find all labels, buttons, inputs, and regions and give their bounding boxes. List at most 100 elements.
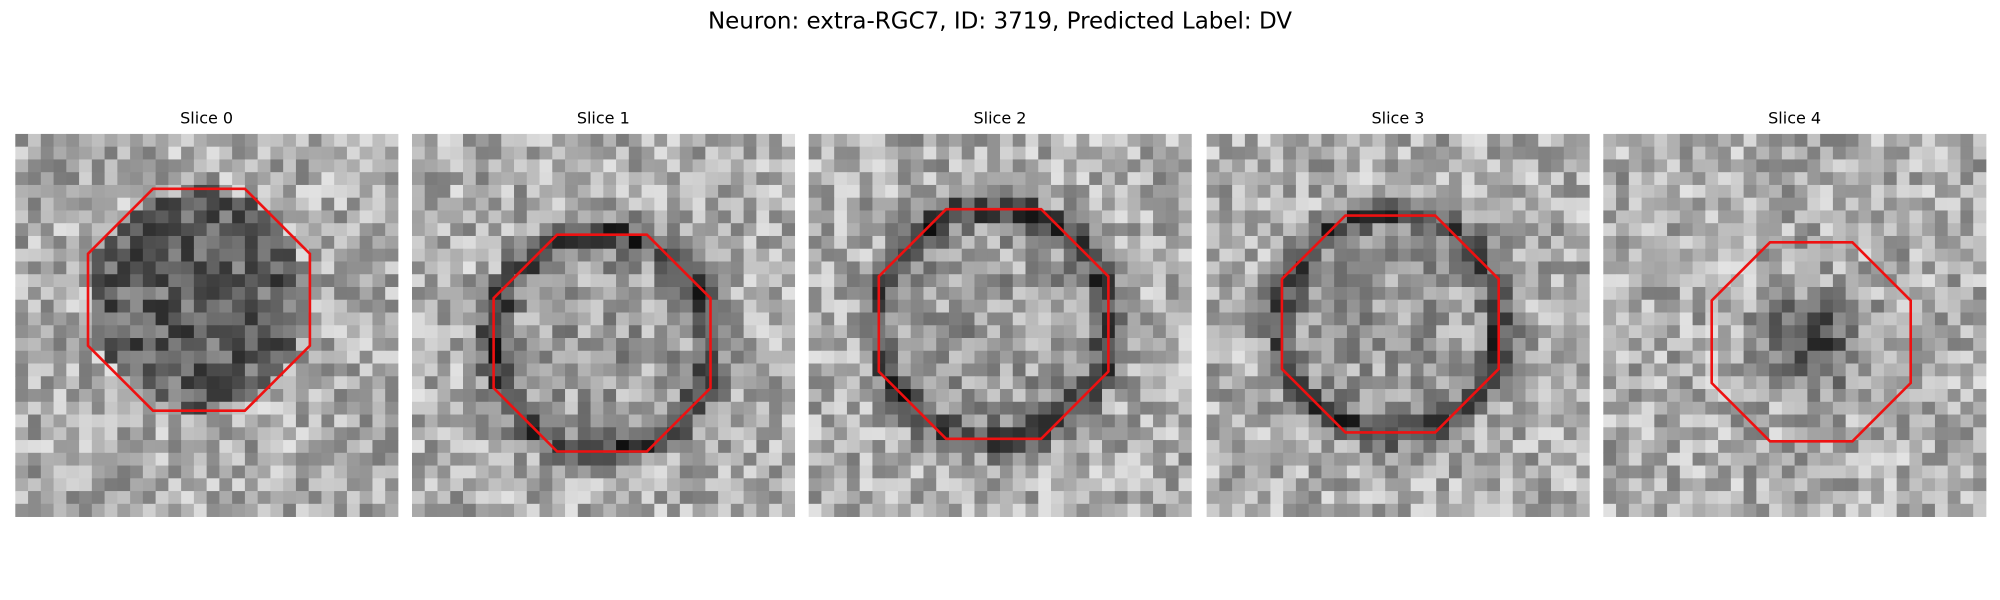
- pixel: [756, 338, 770, 352]
- pixel: [1012, 184, 1026, 199]
- pixel: [961, 452, 975, 466]
- pixel: [411, 427, 426, 441]
- pixel: [1896, 197, 1910, 211]
- pixel: [40, 503, 54, 517]
- pixel: [104, 503, 118, 517]
- pixel: [1499, 133, 1514, 148]
- pixel: [193, 478, 208, 492]
- pixel: [168, 338, 182, 352]
- pixel: [142, 299, 157, 313]
- pixel: [1563, 401, 1577, 415]
- pixel: [1781, 363, 1796, 377]
- pixel: [1705, 452, 1719, 466]
- pixel: [1538, 389, 1552, 403]
- pixel: [1679, 197, 1693, 211]
- pixel: [1295, 427, 1310, 441]
- pixel: [616, 184, 630, 199]
- pixel: [603, 286, 617, 301]
- pixel: [142, 503, 157, 517]
- pixel: [577, 235, 591, 250]
- pixel: [66, 503, 80, 517]
- pixel: [1512, 478, 1526, 492]
- pixel: [1538, 197, 1552, 211]
- pixel: [1153, 491, 1167, 505]
- pixel: [501, 503, 515, 517]
- pixel: [565, 146, 579, 160]
- pixel: [28, 452, 42, 466]
- pixel: [552, 312, 566, 326]
- pixel: [308, 325, 322, 339]
- pixel: [1603, 261, 1617, 275]
- pixel: [257, 389, 271, 403]
- pixel: [1257, 261, 1271, 275]
- pixel: [679, 133, 693, 148]
- pixel: [1563, 503, 1577, 517]
- pixel: [781, 248, 796, 262]
- pixel: [1359, 248, 1373, 262]
- pixel: [628, 376, 642, 390]
- pixel: [1321, 133, 1335, 148]
- pixel: [1436, 274, 1450, 288]
- pixel: [974, 248, 988, 262]
- pixel: [1641, 133, 1655, 148]
- pixel: [1372, 401, 1386, 415]
- pixel: [730, 197, 745, 211]
- pixel: [1127, 338, 1141, 352]
- pixel: [359, 184, 373, 199]
- pixel: [53, 363, 67, 377]
- pixel: [206, 210, 220, 224]
- pixel: [1692, 465, 1706, 479]
- pixel: [730, 478, 745, 492]
- pixel: [1551, 312, 1565, 326]
- pixel: [1244, 350, 1259, 364]
- pixel: [283, 184, 297, 199]
- pixel: [1295, 197, 1310, 211]
- pixel: [66, 452, 80, 466]
- pixel: [28, 274, 42, 288]
- pixel: [718, 401, 732, 415]
- pixel: [1076, 401, 1090, 415]
- pixel: [1667, 172, 1681, 186]
- pixel: [1089, 133, 1103, 148]
- pixel: [1140, 389, 1154, 403]
- pixel: [1922, 363, 1936, 377]
- pixel: [923, 478, 937, 492]
- pixel: [1512, 465, 1526, 479]
- pixel: [910, 350, 924, 364]
- pixel: [679, 440, 693, 454]
- pixel: [1730, 478, 1745, 492]
- pixel: [1206, 363, 1220, 377]
- pixel: [1960, 503, 1974, 517]
- pixel: [501, 452, 515, 466]
- pixel: [808, 491, 822, 505]
- pixel: [1038, 478, 1052, 492]
- pixel: [40, 338, 54, 352]
- pixel: [1206, 159, 1220, 173]
- pixel: [117, 133, 131, 148]
- pixel: [1012, 452, 1026, 466]
- pixel: [359, 274, 373, 288]
- pixel: [1743, 274, 1757, 288]
- pixel: [1076, 184, 1090, 199]
- pixel: [1025, 414, 1039, 428]
- pixel: [1219, 184, 1233, 199]
- pixel: [1973, 312, 1987, 326]
- pixel: [1705, 286, 1719, 301]
- pixel: [1512, 427, 1526, 441]
- pixel: [846, 274, 861, 288]
- pixel: [1410, 427, 1424, 441]
- pixel: [181, 503, 195, 517]
- pixel: [1178, 248, 1192, 262]
- pixel: [1563, 172, 1577, 186]
- pixel: [577, 172, 591, 186]
- pixel: [1270, 350, 1284, 364]
- pixel: [193, 452, 208, 466]
- pixel: [232, 235, 246, 250]
- pixel: [1012, 350, 1026, 364]
- pixel: [718, 312, 732, 326]
- pixel: [1165, 325, 1179, 339]
- pixel: [1934, 427, 1949, 441]
- pixel: [781, 503, 796, 517]
- pixel: [155, 172, 169, 186]
- pixel: [1896, 478, 1910, 492]
